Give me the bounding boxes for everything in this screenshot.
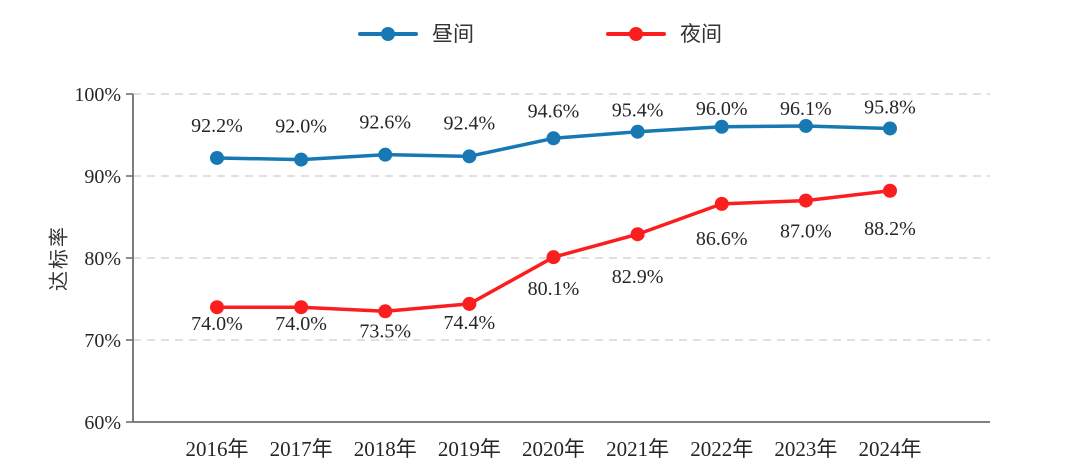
data-point-marker-icon xyxy=(798,193,813,208)
data-point-marker-icon xyxy=(294,300,309,315)
data-point-label: 95.8% xyxy=(864,96,916,118)
data-point-marker-icon xyxy=(462,149,477,164)
data-point-label: 92.4% xyxy=(444,112,496,134)
data-point-marker-icon xyxy=(546,250,561,265)
legend-dot-icon xyxy=(381,27,395,41)
legend-item-daytime: 昼间 xyxy=(358,21,474,46)
data-point-label: 74.4% xyxy=(444,312,496,334)
data-point-label: 86.6% xyxy=(696,228,748,250)
data-point-label: 87.0% xyxy=(780,221,832,243)
data-point-label: 74.0% xyxy=(191,313,243,335)
x-tick-label: 2016年 xyxy=(186,437,249,461)
legend-label-daytime: 昼间 xyxy=(432,21,474,46)
data-point-label: 92.2% xyxy=(191,115,243,137)
data-point-label: 96.1% xyxy=(780,98,832,120)
y-tick-label: 100% xyxy=(74,84,121,106)
legend-label-nighttime: 夜间 xyxy=(680,21,722,46)
data-point-label: 88.2% xyxy=(864,218,916,240)
data-point-label: 94.6% xyxy=(528,100,580,122)
x-tick-label: 2024年 xyxy=(859,437,922,461)
legend: 昼间 夜间 xyxy=(0,22,1080,46)
data-point-marker-icon xyxy=(378,304,393,319)
x-tick-label: 2022年 xyxy=(690,437,753,461)
data-point-marker-icon xyxy=(210,150,224,165)
data-point-marker-icon xyxy=(546,131,561,146)
data-point-marker-icon xyxy=(883,121,897,136)
data-point-marker-icon xyxy=(630,227,645,242)
data-point-label: 80.1% xyxy=(528,278,580,300)
data-point-marker-icon xyxy=(210,300,224,315)
x-tick-label: 2020年 xyxy=(522,437,585,461)
data-point-label: 92.6% xyxy=(359,112,411,134)
data-point-label: 95.4% xyxy=(612,100,664,122)
data-point-marker-icon xyxy=(378,147,393,162)
data-point-marker-icon xyxy=(462,296,477,311)
data-point-marker-icon xyxy=(798,118,813,133)
data-point-marker-icon xyxy=(883,183,897,198)
data-point-marker-icon xyxy=(714,196,729,211)
x-tick-label: 2023年 xyxy=(774,437,837,461)
data-point-label: 92.0% xyxy=(275,116,327,138)
legend-item-nighttime: 夜间 xyxy=(606,21,722,46)
data-point-marker-icon xyxy=(294,152,309,167)
x-tick-label: 2021年 xyxy=(606,437,669,461)
x-tick-label: 2019年 xyxy=(438,437,501,461)
y-tick-label: 70% xyxy=(84,330,121,352)
legend-marker-daytime xyxy=(358,27,418,42)
data-point-label: 82.9% xyxy=(612,266,664,288)
legend-marker-nighttime xyxy=(606,27,666,42)
legend-dot-icon xyxy=(629,27,643,41)
y-tick-label: 80% xyxy=(84,248,121,270)
x-tick-label: 2017年 xyxy=(270,437,333,461)
data-point-label: 74.0% xyxy=(275,313,327,335)
data-point-marker-icon xyxy=(630,124,645,139)
y-tick-label: 90% xyxy=(84,166,121,188)
data-point-marker-icon xyxy=(714,119,729,134)
y-tick-label: 60% xyxy=(84,412,121,434)
data-point-label: 73.5% xyxy=(359,320,411,342)
x-tick-label: 2018年 xyxy=(354,437,417,461)
data-point-label: 96.0% xyxy=(696,98,748,120)
